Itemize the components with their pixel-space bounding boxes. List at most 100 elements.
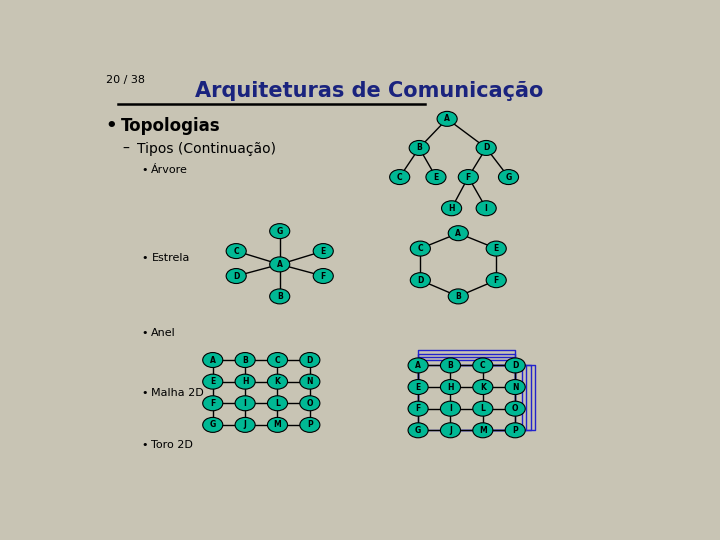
Text: N: N xyxy=(512,382,518,392)
Text: E: E xyxy=(320,247,326,255)
Text: J: J xyxy=(449,426,452,435)
Circle shape xyxy=(408,380,428,395)
Circle shape xyxy=(390,170,410,185)
Circle shape xyxy=(473,358,493,373)
Circle shape xyxy=(203,353,222,368)
Circle shape xyxy=(235,353,255,368)
Circle shape xyxy=(408,423,428,438)
Circle shape xyxy=(458,170,478,185)
Text: A: A xyxy=(444,114,450,123)
Text: Anel: Anel xyxy=(151,328,176,338)
Circle shape xyxy=(486,273,506,288)
Text: –: – xyxy=(122,141,129,156)
Circle shape xyxy=(476,140,496,156)
Circle shape xyxy=(270,289,289,304)
Text: G: G xyxy=(415,426,421,435)
Circle shape xyxy=(409,140,429,156)
Circle shape xyxy=(449,226,468,241)
Circle shape xyxy=(203,396,222,411)
Text: •: • xyxy=(106,117,117,135)
Text: D: D xyxy=(483,144,490,152)
Circle shape xyxy=(270,224,289,239)
Circle shape xyxy=(300,396,320,411)
Text: A: A xyxy=(455,229,462,238)
Circle shape xyxy=(313,268,333,284)
Circle shape xyxy=(226,244,246,259)
Circle shape xyxy=(267,396,287,411)
Text: D: D xyxy=(512,361,518,370)
Circle shape xyxy=(300,353,320,368)
Circle shape xyxy=(441,380,461,395)
Text: C: C xyxy=(397,173,402,181)
Circle shape xyxy=(505,380,526,395)
Text: I: I xyxy=(449,404,452,413)
Circle shape xyxy=(313,244,333,259)
Text: •: • xyxy=(141,388,148,399)
Text: Toro 2D: Toro 2D xyxy=(151,440,193,450)
Text: K: K xyxy=(274,377,280,386)
Text: L: L xyxy=(275,399,280,408)
Text: P: P xyxy=(513,426,518,435)
Circle shape xyxy=(270,257,289,272)
Circle shape xyxy=(235,396,255,411)
Text: B: B xyxy=(277,292,282,301)
Text: C: C xyxy=(418,244,423,253)
Text: D: D xyxy=(417,276,423,285)
Circle shape xyxy=(203,417,222,433)
Circle shape xyxy=(441,401,461,416)
Circle shape xyxy=(486,241,506,256)
Text: B: B xyxy=(242,355,248,364)
Text: H: H xyxy=(449,204,455,213)
Circle shape xyxy=(410,273,431,288)
Circle shape xyxy=(410,241,431,256)
Text: F: F xyxy=(210,399,215,408)
Circle shape xyxy=(441,358,461,373)
Text: 20 / 38: 20 / 38 xyxy=(106,75,145,85)
Text: B: B xyxy=(416,144,422,152)
Text: K: K xyxy=(480,382,486,392)
Circle shape xyxy=(235,417,255,433)
Text: H: H xyxy=(242,377,248,386)
Circle shape xyxy=(441,423,461,438)
Text: C: C xyxy=(480,361,486,370)
Text: F: F xyxy=(415,404,420,413)
Text: F: F xyxy=(494,276,499,285)
Circle shape xyxy=(449,289,468,304)
Text: C: C xyxy=(233,247,239,255)
Text: I: I xyxy=(243,399,246,408)
Text: B: B xyxy=(448,361,454,370)
Text: G: G xyxy=(276,227,283,235)
Text: •: • xyxy=(141,165,148,176)
Circle shape xyxy=(498,170,518,185)
Circle shape xyxy=(505,423,526,438)
Text: Árvore: Árvore xyxy=(151,165,188,176)
Circle shape xyxy=(267,353,287,368)
Text: N: N xyxy=(307,377,313,386)
Text: A: A xyxy=(210,355,216,364)
Circle shape xyxy=(473,401,493,416)
Circle shape xyxy=(476,201,496,216)
Text: D: D xyxy=(307,355,313,364)
Circle shape xyxy=(203,374,222,389)
Text: A: A xyxy=(415,361,421,370)
Text: Arquiteturas de Comunicação: Arquiteturas de Comunicação xyxy=(195,82,543,102)
Text: O: O xyxy=(307,399,313,408)
Text: C: C xyxy=(274,355,280,364)
Text: E: E xyxy=(494,244,499,253)
Text: Tipos (Continuação): Tipos (Continuação) xyxy=(138,141,276,156)
Circle shape xyxy=(235,374,255,389)
Text: P: P xyxy=(307,420,312,429)
Text: G: G xyxy=(505,173,512,181)
Circle shape xyxy=(267,417,287,433)
Text: F: F xyxy=(466,173,471,181)
Circle shape xyxy=(437,111,457,126)
Text: E: E xyxy=(210,377,215,386)
Text: •: • xyxy=(141,328,148,338)
Text: J: J xyxy=(243,420,246,429)
Circle shape xyxy=(267,374,287,389)
Circle shape xyxy=(473,423,493,438)
Circle shape xyxy=(505,358,526,373)
Text: Topologias: Topologias xyxy=(121,117,220,135)
Text: E: E xyxy=(415,382,420,392)
Circle shape xyxy=(300,417,320,433)
